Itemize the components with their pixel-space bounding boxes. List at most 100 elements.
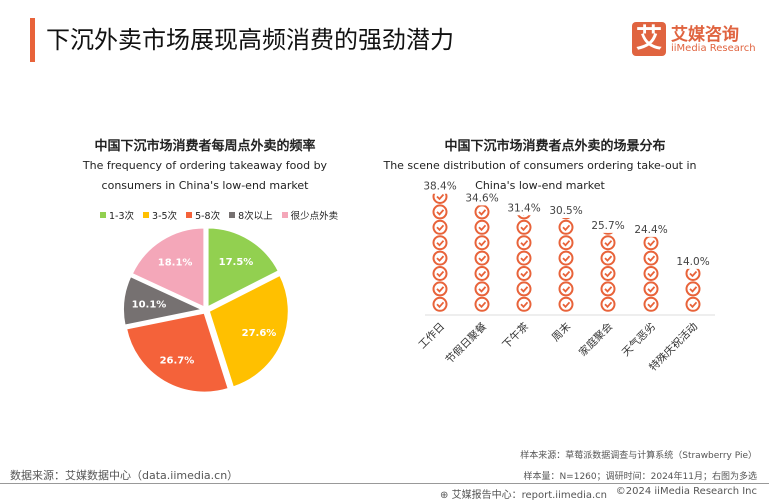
pie-data-label: 27.6%: [242, 328, 277, 339]
pie-subtitle: The frequency of ordering takeaway food …: [82, 159, 328, 192]
check-circle-icon: [600, 266, 616, 281]
bar-column: [558, 218, 574, 312]
bar-column: [643, 236, 659, 312]
check-circle-icon: [643, 236, 659, 251]
check-circle-icon: [600, 250, 616, 266]
logo-cn: 艾媒咨询: [671, 25, 739, 45]
check-mark: [562, 255, 571, 262]
check-mark: [647, 255, 656, 262]
title-accent-bar: [30, 18, 35, 62]
check-mark: [478, 286, 487, 293]
check-mark: [562, 240, 571, 247]
check-mark: [436, 286, 445, 293]
check-circle-icon: [432, 235, 448, 251]
check-mark: [520, 270, 529, 278]
bar-column: [516, 215, 532, 312]
check-mark: [562, 270, 571, 278]
legend-label: 3-5次: [152, 211, 178, 222]
check-circle-icon: [558, 219, 574, 235]
check-mark: [604, 301, 613, 309]
sample-info: 样本量：N=1260；调研时间：2024年11月；右图为多选: [523, 472, 757, 482]
category-label: 天气恶劣: [619, 320, 658, 359]
bar-data-label: 34.6%: [465, 192, 498, 204]
pie-data-label: 17.5%: [219, 257, 254, 268]
check-circle-icon: [558, 266, 574, 281]
check-circle-icon: [474, 296, 490, 312]
logo-en: iiMedia Research: [671, 43, 756, 54]
check-mark: [436, 209, 445, 216]
bar-data-label: 24.4%: [634, 224, 667, 236]
logo-icon: 艾: [632, 22, 666, 56]
check-mark: [604, 286, 613, 293]
check-mark: [604, 255, 613, 262]
check-circle-icon: [600, 296, 616, 312]
legend-label: 8次以上: [238, 211, 273, 222]
check-circle-icon: [474, 281, 490, 297]
check-circle-icon: [685, 281, 701, 297]
category-label: 周末: [549, 320, 573, 344]
check-mark: [562, 301, 571, 309]
check-mark: [520, 240, 529, 247]
pie-data-label: 26.7%: [160, 355, 195, 366]
copyright: ©2024 iiMedia Research Inc: [615, 486, 757, 497]
pie-data-label: 10.1%: [132, 299, 167, 310]
bar-column: [432, 193, 448, 312]
legend-swatch: [143, 212, 150, 218]
category-label: 家庭聚会: [576, 320, 615, 359]
legend-label: 很少点外卖: [290, 211, 339, 222]
check-circle-icon: [432, 204, 448, 220]
check-circle-icon: [432, 281, 448, 297]
check-mark: [647, 270, 656, 278]
pie-legend: 1-3次 3-5次 5-8次 8次以上 很少点外卖: [100, 208, 338, 222]
check-circle-icon: [432, 296, 448, 312]
check-mark: [647, 240, 656, 247]
check-circle-icon: [516, 250, 532, 266]
check-mark: [436, 270, 445, 278]
check-circle-icon: [516, 296, 532, 312]
legend-swatch: [281, 212, 288, 218]
check-circle-icon: [600, 235, 616, 251]
check-mark: [436, 193, 445, 201]
category-label: 节假日聚餐: [443, 320, 490, 367]
check-mark: [604, 270, 613, 278]
bar-data-label: 14.0%: [676, 256, 709, 268]
check-circle-icon: [517, 215, 531, 220]
data-source: 数据来源：艾媒数据中心（data.iimedia.cn）: [10, 469, 239, 482]
check-mark: [689, 270, 698, 278]
check-circle-icon: [558, 235, 574, 251]
legend-label: 1-3次: [109, 211, 135, 222]
pie-title: 中国下沉市场消费者每周点外卖的频率: [94, 139, 316, 154]
report-link-text[interactable]: 艾媒报告中心：report.iimedia.cn: [451, 490, 608, 500]
legend-label: 5-8次: [195, 211, 221, 222]
check-mark: [689, 286, 698, 293]
check-mark: [436, 240, 445, 247]
check-circle-icon: [516, 219, 532, 235]
check-mark: [436, 255, 445, 262]
check-mark: [647, 286, 656, 293]
check-circle-icon: [474, 205, 490, 220]
check-circle-icon: [474, 219, 490, 235]
pie-data-label: 18.1%: [158, 258, 193, 269]
legend-swatch: [100, 212, 106, 218]
check-circle-icon: [643, 250, 659, 266]
report-center-link[interactable]: ⊕ 艾媒报告中心：report.iimedia.cn: [440, 486, 607, 500]
legend-item: 很少点外卖: [281, 208, 339, 222]
check-mark: [478, 270, 487, 278]
check-mark: [562, 224, 571, 232]
category-label: 工作日: [416, 321, 447, 352]
bar-data-label: 25.7%: [591, 220, 624, 232]
pie-slice: [207, 273, 290, 389]
check-circle-icon: [602, 232, 614, 235]
check-circle-icon: [432, 219, 448, 235]
check-mark: [604, 240, 613, 247]
legend-item: 1-3次: [100, 208, 134, 222]
footer-divider: [0, 483, 769, 484]
bar-column: [474, 205, 490, 312]
legend-item: 8次以上: [229, 208, 273, 222]
pie-slice: [206, 226, 281, 310]
check-mark: [689, 301, 698, 309]
check-mark: [478, 209, 487, 216]
page-title: 下沉外卖市场展现高频消费的强劲潜力: [46, 26, 454, 54]
bar-data-label: 30.5%: [549, 205, 582, 217]
